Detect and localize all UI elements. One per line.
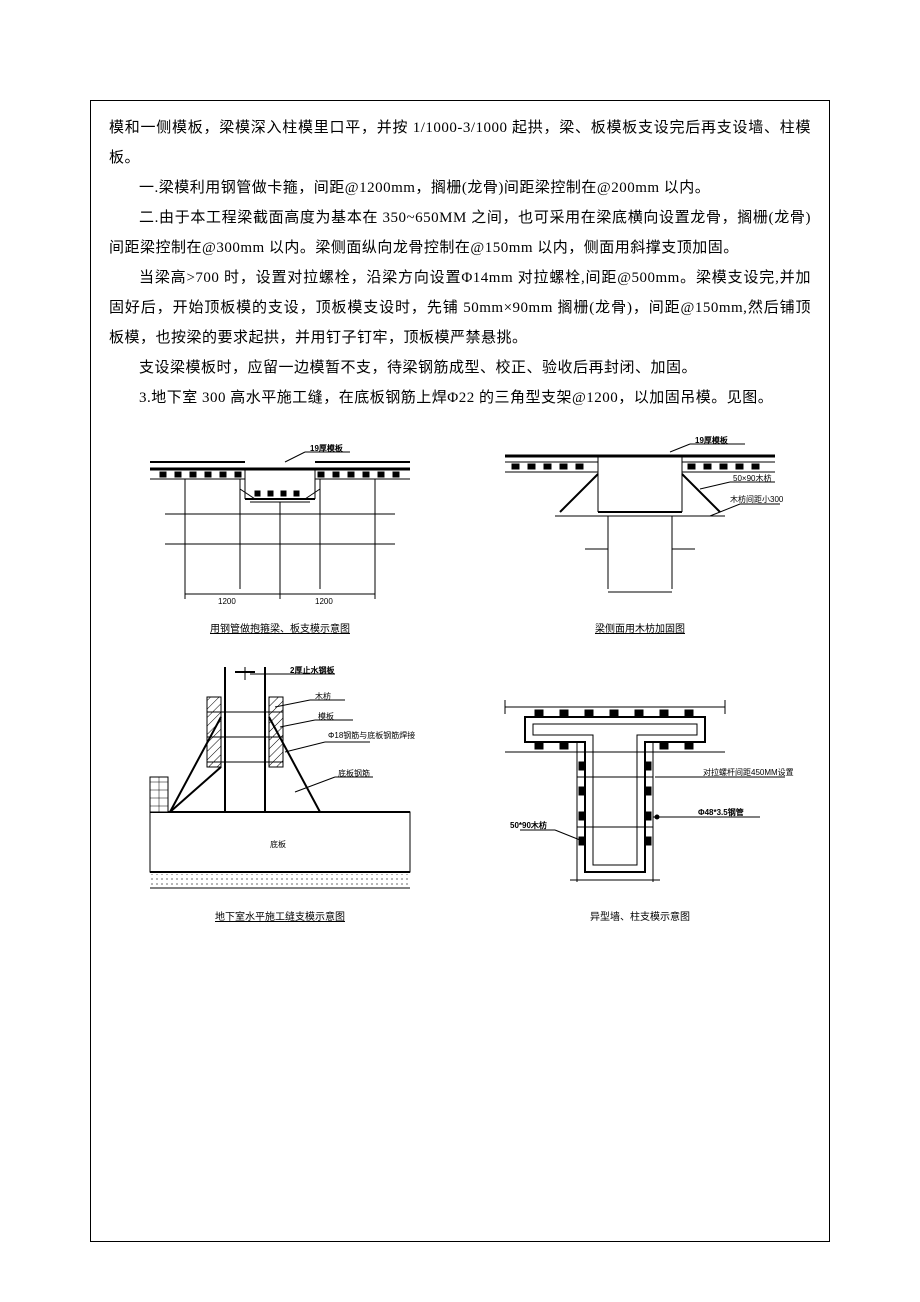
diagram-1-caption: 用钢管做抱箍梁、板支模示意图 — [210, 620, 350, 635]
diagram-4-svg: 对拉螺杆间距450MM设置 50*90木枋 Φ48*3.5钢管 — [485, 682, 795, 902]
d4-label-a: 对拉螺杆间距450MM设置 — [703, 767, 794, 777]
diagram-2: 19厚模板 50×90木枋 木枋间距小300 梁侧面用木枋加固图 — [469, 425, 811, 635]
diagram-2-caption: 梁侧面用木枋加固图 — [595, 620, 685, 635]
d1-dim-left: 1200 — [218, 597, 236, 606]
diagram-3-caption: 地下室水平施工缝支模示意图 — [215, 908, 345, 923]
diagram-1: 19厚模板 1200 1200 用钢管做抱箍梁、板支模示意图 — [109, 425, 451, 635]
d3-label-c: Φ18钢筋与底板钢筋焊接 — [328, 730, 415, 740]
d4-label-c: Φ48*3.5钢管 — [698, 807, 744, 817]
paragraph-4: 当梁高>700 时，设置对拉螺栓，沿梁方向设置Φ14mm 对拉螺栓,间距@500… — [109, 263, 811, 353]
diagram-3: 2厚止水钢板 木枋 模板 Φ18钢筋与底板钢筋焊接 底板钢筋 底板 地下室水平施… — [109, 653, 451, 923]
d2-label-top: 19厚模板 — [695, 435, 729, 445]
paragraph-3: 二.由于本工程梁截面高度为基本在 350~650MM 之间，也可采用在梁底横向设… — [109, 203, 811, 263]
d3-label-b: 模板 — [318, 711, 334, 721]
diagram-3-svg: 2厚止水钢板 木枋 模板 Φ18钢筋与底板钢筋焊接 底板钢筋 底板 — [135, 662, 425, 902]
content-frame: 模和一侧模板，梁模深入柱模里口平，并按 1/1000-3/1000 起拱，梁、板… — [90, 100, 830, 1242]
d3-label-a: 木枋 — [315, 691, 331, 701]
diagram-1-svg: 19厚模板 1200 1200 — [140, 444, 420, 614]
d1-dim-right: 1200 — [315, 597, 333, 606]
d3-label-top: 2厚止水钢板 — [290, 665, 335, 675]
paragraph-6: 3.地下室 300 高水平施工缝，在底板钢筋上焊Φ22 的三角型支架@1200，… — [109, 383, 811, 413]
diagram-4: 对拉螺杆间距450MM设置 50*90木枋 Φ48*3.5钢管 异型墙、柱支模示… — [469, 653, 811, 923]
diagram-2-svg: 19厚模板 50×90木枋 木枋间距小300 — [490, 434, 790, 614]
d3-label-d: 底板钢筋 — [338, 768, 370, 778]
diagram-4-caption: 异型墙、柱支模示意图 — [590, 908, 690, 923]
d4-label-b: 50*90木枋 — [510, 820, 547, 830]
d2-label-r2: 木枋间距小300 — [730, 494, 784, 504]
d3-label-floor: 底板 — [270, 839, 286, 849]
paragraph-1: 模和一侧模板，梁模深入柱模里口平，并按 1/1000-3/1000 起拱，梁、板… — [109, 113, 811, 173]
d2-label-r1: 50×90木枋 — [733, 473, 771, 483]
paragraph-5: 支设梁模板时，应留一边模暂不支，待梁钢筋成型、校正、验收后再封闭、加固。 — [109, 353, 811, 383]
d1-label-top: 19厚模板 — [310, 444, 344, 453]
diagram-grid: 19厚模板 1200 1200 用钢管做抱箍梁、板支模示意图 — [109, 425, 811, 923]
paragraph-2: 一.梁模利用钢管做卡箍，间距@1200mm，搁栅(龙骨)间距梁控制在@200mm… — [109, 173, 811, 203]
